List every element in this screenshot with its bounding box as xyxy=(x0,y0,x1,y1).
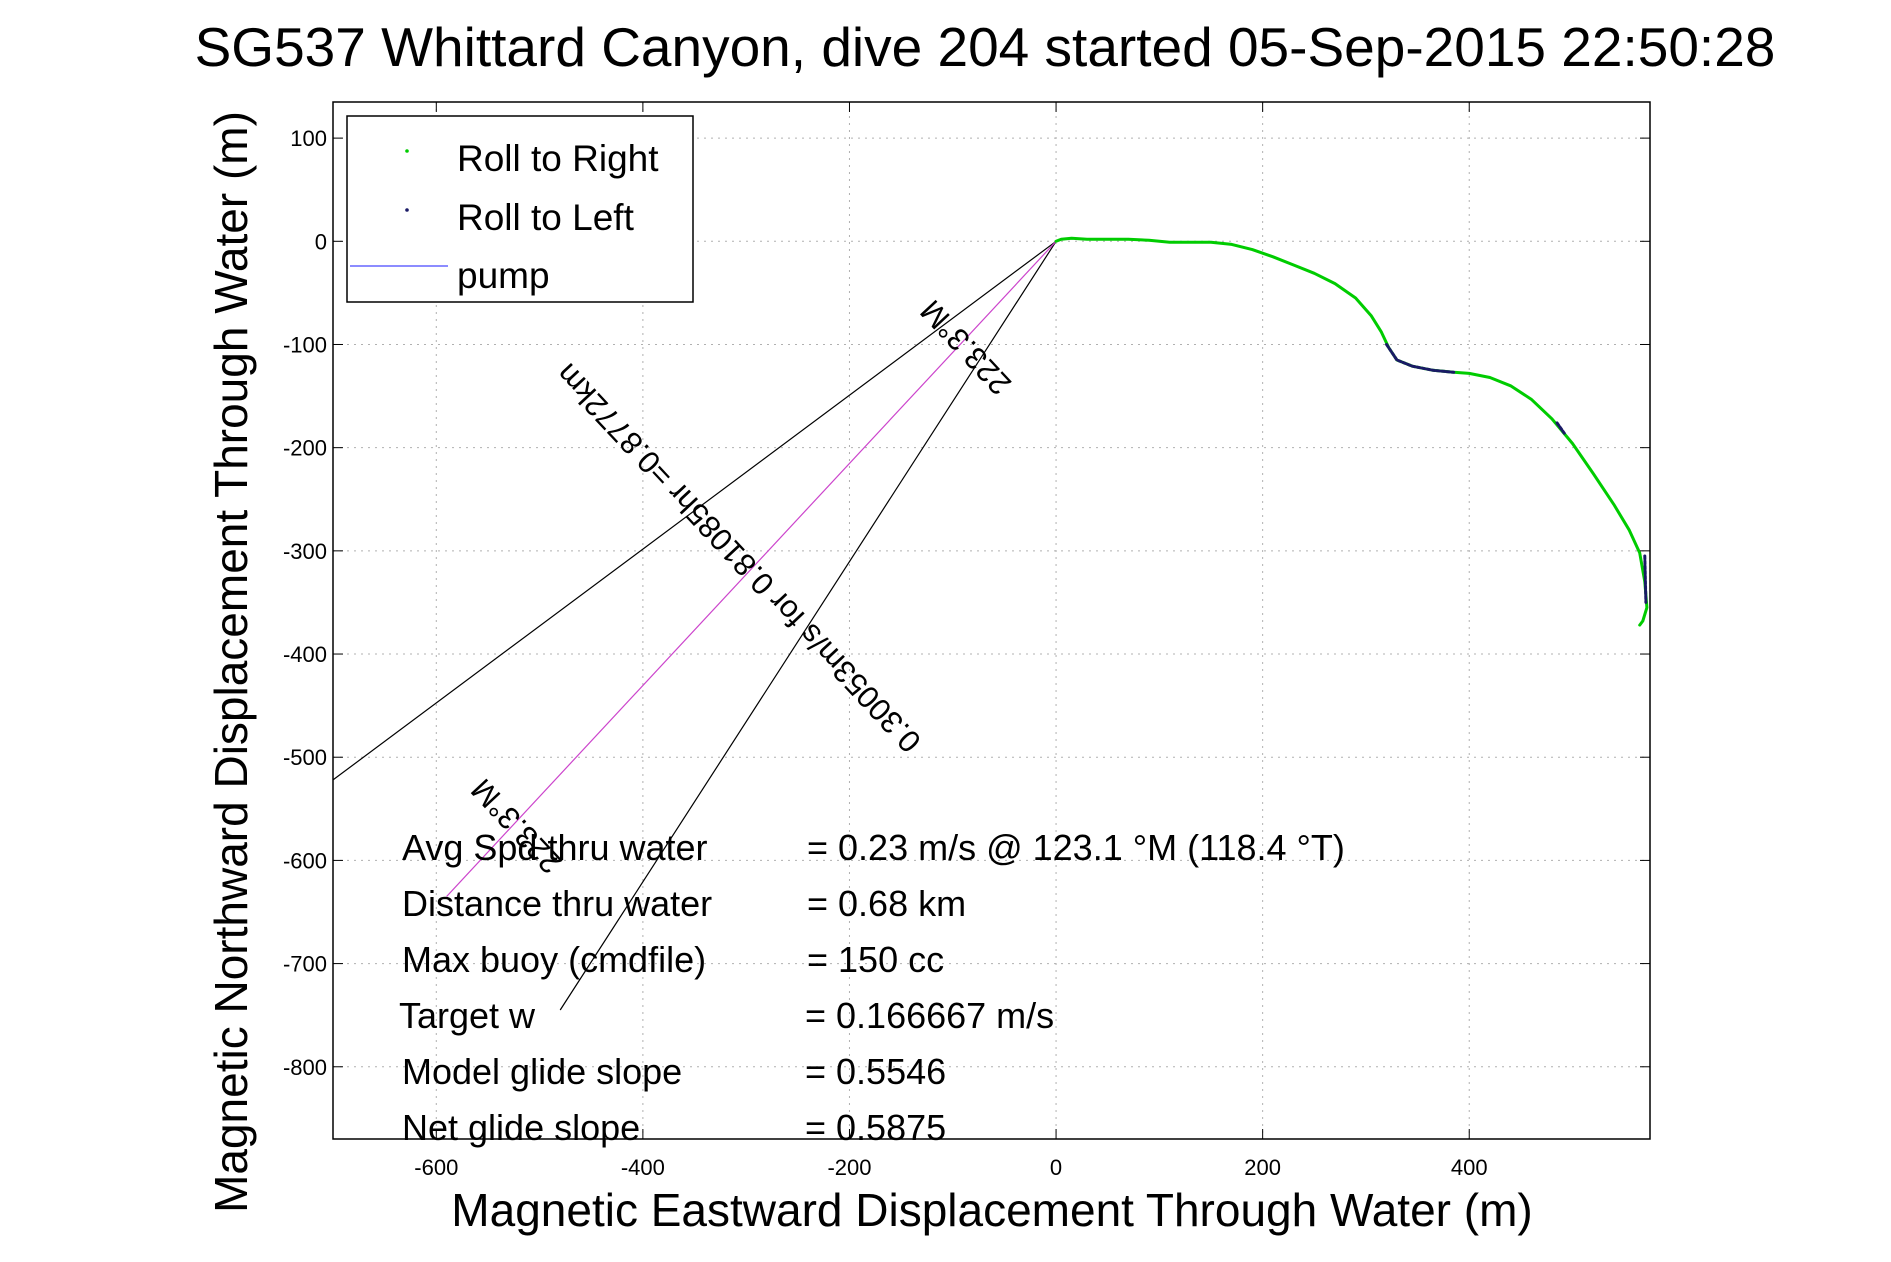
legend: Roll to Right Roll to Left pump xyxy=(346,115,694,303)
stat-label-distance: Distance thru water xyxy=(402,883,712,924)
y-tick-label: -500 xyxy=(283,745,327,770)
y-tick-labels: 100 0 -100 -200 -300 -400 -500 -600 -700 -800 xyxy=(283,126,327,1080)
stat-value-avg-speed: = 0.23 m/s @ 123.1 °M (118.4 °T) xyxy=(807,827,1345,868)
y-tick-label: -300 xyxy=(283,539,327,564)
x-tick-label: 0 xyxy=(1050,1155,1062,1180)
track-roll-left xyxy=(1385,343,1456,374)
track-roll-left xyxy=(1555,421,1566,435)
legend-marker-roll-left xyxy=(405,208,409,212)
stat-label-model-glide: Model glide slope xyxy=(402,1051,682,1092)
x-tick-label: -600 xyxy=(414,1155,458,1180)
stats-block: Avg Spd thru water = 0.23 m/s @ 123.1 °M… xyxy=(399,827,1345,1148)
plot-frame xyxy=(332,101,1651,1140)
track-roll-right xyxy=(1054,236,1649,627)
legend-marker-roll-right xyxy=(405,149,409,153)
stat-value-target-w: = 0.166667 m/s xyxy=(805,995,1054,1036)
legend-box xyxy=(346,115,694,303)
chart-title: SG537 Whittard Canyon, dive 204 started … xyxy=(195,16,1776,78)
cone-line xyxy=(559,240,1057,1011)
stat-value-net-glide: = 0.5875 xyxy=(805,1107,946,1148)
y-tick-label: 0 xyxy=(315,229,327,254)
stat-value-max-buoy: = 150 cc xyxy=(807,939,944,980)
stat-label-max-buoy: Max buoy (cmdfile) xyxy=(402,939,706,980)
y-tick-label: -100 xyxy=(283,332,327,357)
stat-label-avg-speed: Avg Spd thru water xyxy=(402,827,708,868)
y-tick-label: -800 xyxy=(283,1055,327,1080)
stat-label-net-glide: Net glide slope xyxy=(402,1107,640,1148)
y-tick-label: -700 xyxy=(283,952,327,977)
plot-content xyxy=(333,236,1649,1011)
track-roll-left xyxy=(1643,554,1648,604)
heading-line xyxy=(446,240,1057,897)
y-axis-label: Magnetic Northward Displacement Through … xyxy=(205,111,257,1213)
tick-marks xyxy=(333,102,1650,1139)
x-tick-label: 400 xyxy=(1451,1155,1488,1180)
x-tick-label: -200 xyxy=(827,1155,871,1180)
stat-label-target-w: Target w xyxy=(399,995,536,1036)
y-tick-label: -200 xyxy=(283,436,327,461)
y-tick-label: -400 xyxy=(283,642,327,667)
x-tick-label: -400 xyxy=(621,1155,665,1180)
y-tick-label: -600 xyxy=(283,848,327,873)
stat-value-distance: = 0.68 km xyxy=(807,883,966,924)
legend-label-pump: pump xyxy=(457,255,550,296)
legend-label-roll-right: Roll to Right xyxy=(457,138,659,179)
legend-label-roll-left: Roll to Left xyxy=(457,197,635,238)
x-tick-labels: -600 -400 -200 0 200 400 xyxy=(414,1155,1487,1180)
cone-line xyxy=(333,240,1057,781)
stat-value-model-glide: = 0.5546 xyxy=(805,1051,946,1092)
y-tick-label: 100 xyxy=(290,126,327,151)
x-axis-label: Magnetic Eastward Displacement Through W… xyxy=(451,1184,1532,1236)
grid xyxy=(333,102,1650,1139)
x-tick-label: 200 xyxy=(1244,1155,1281,1180)
